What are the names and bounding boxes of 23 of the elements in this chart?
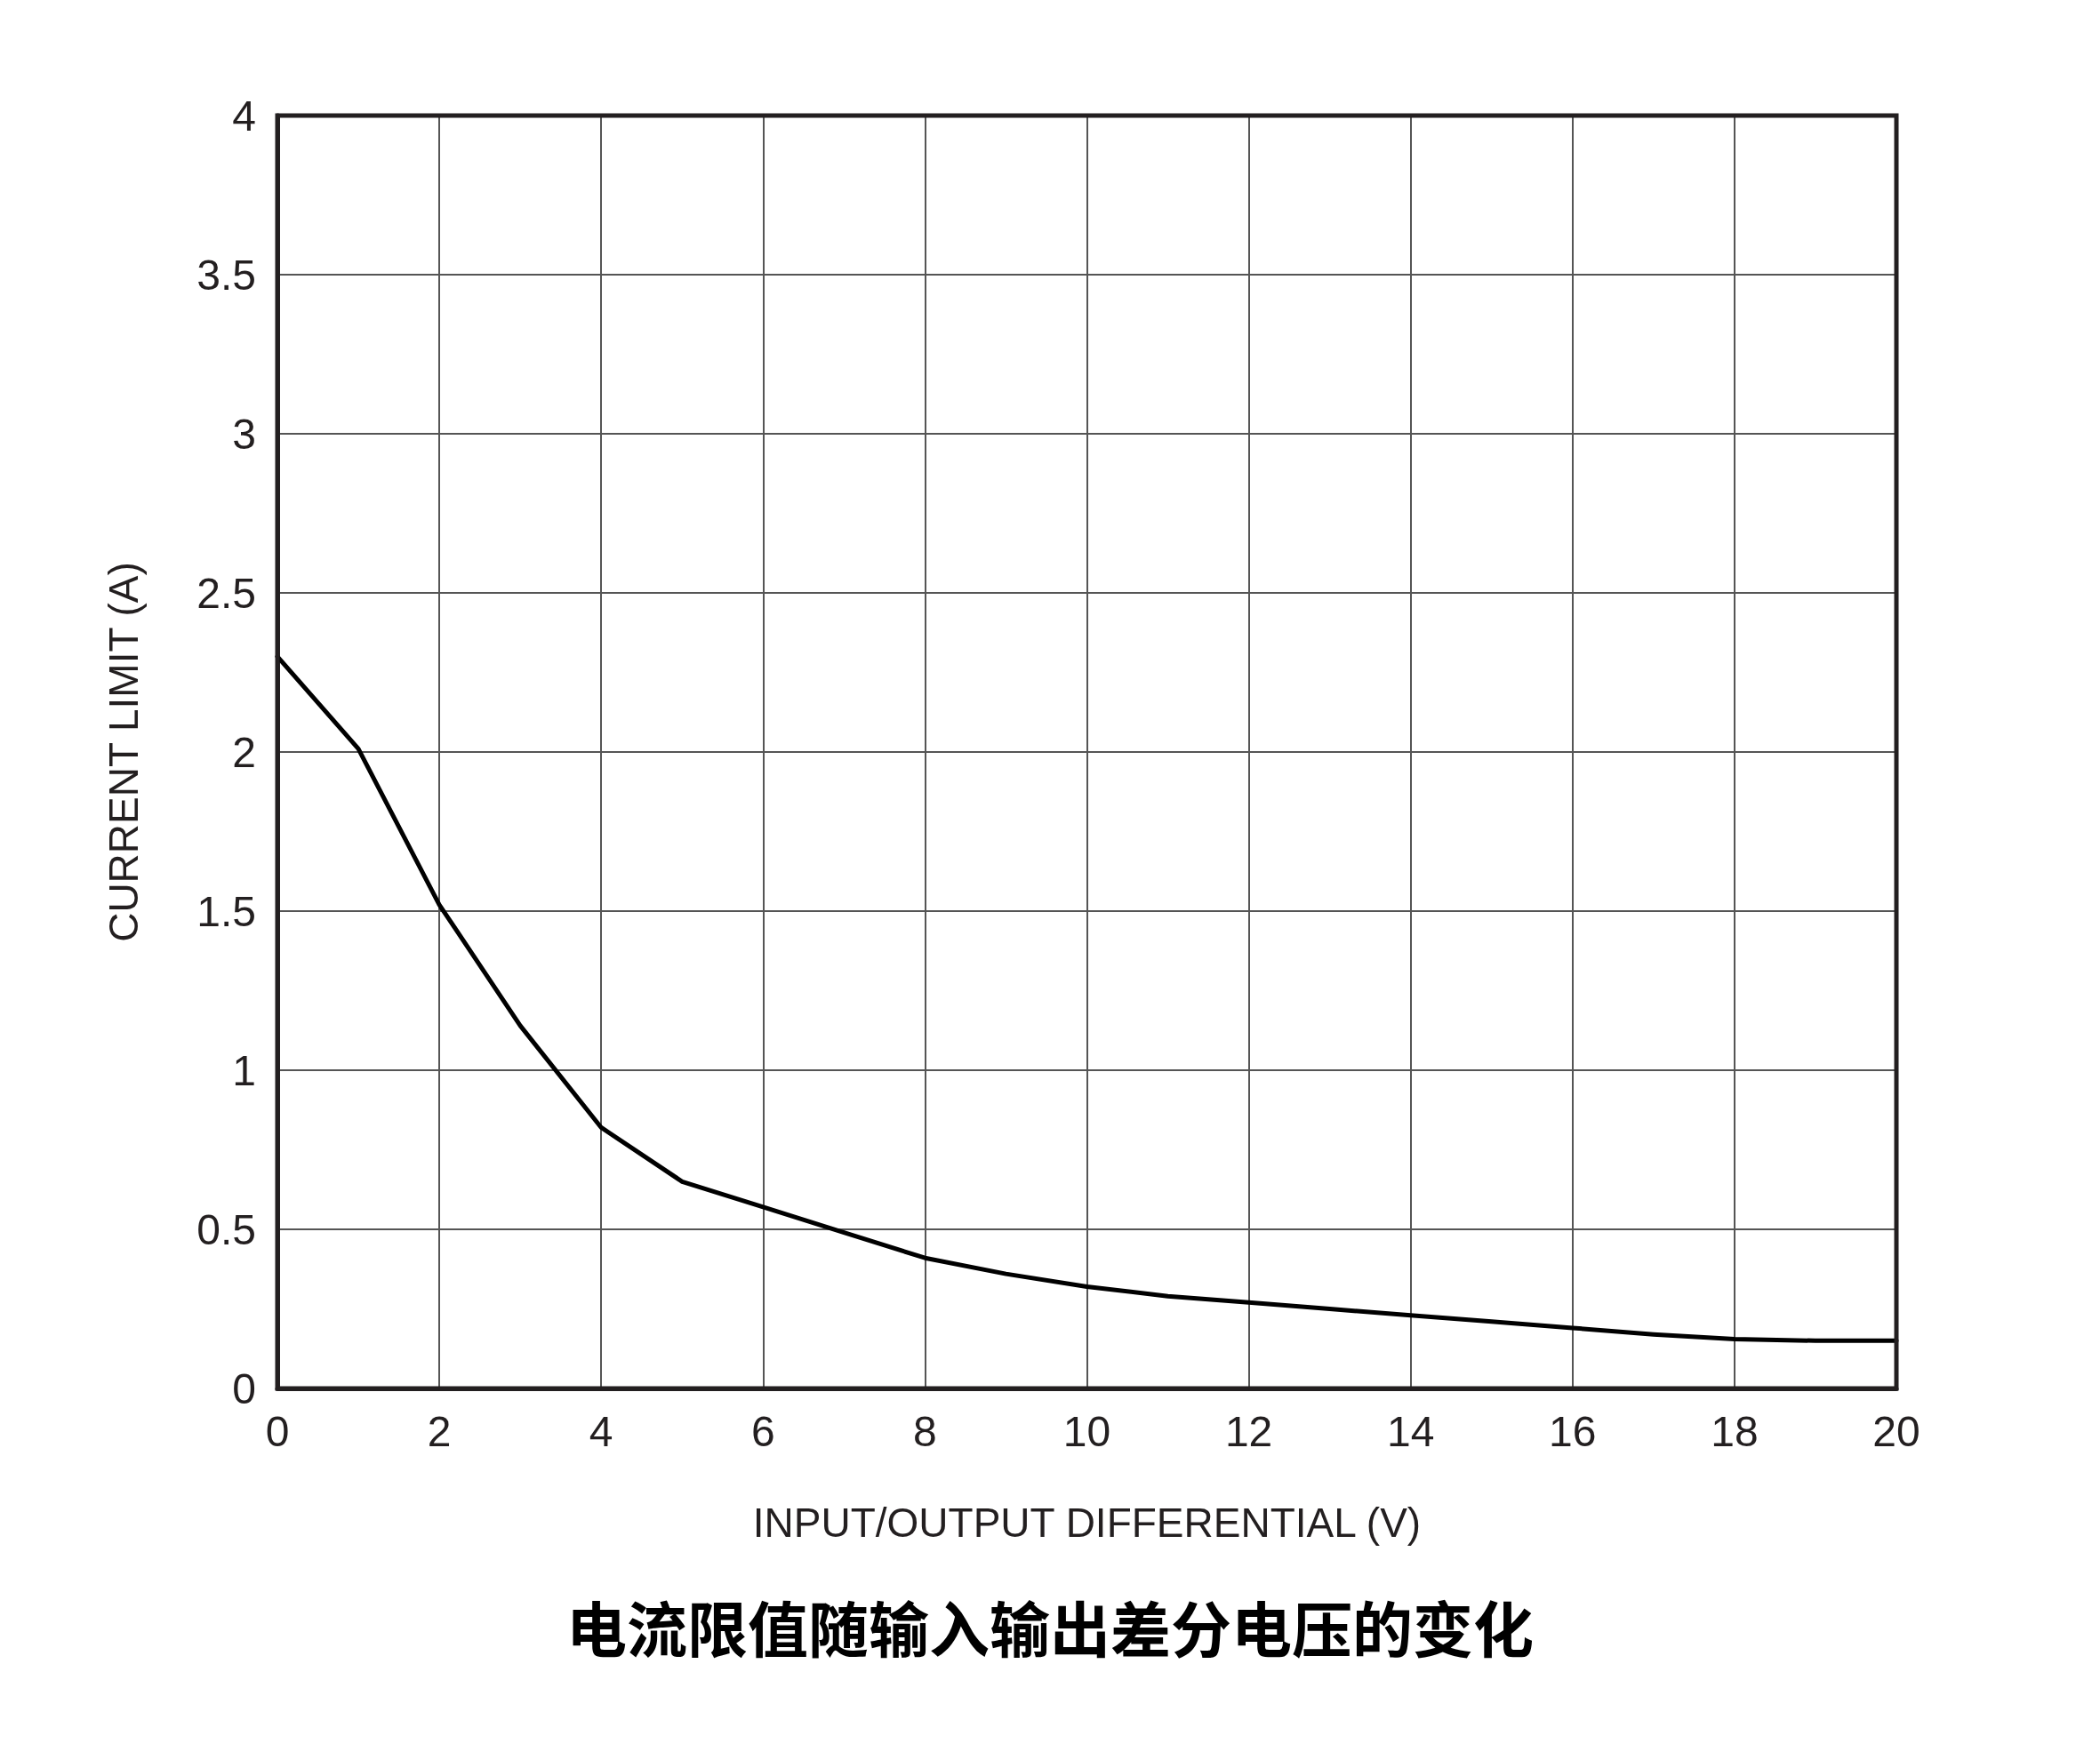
x-tick-label: 14 (1387, 1407, 1435, 1455)
y-tick-label: 1.5 (196, 887, 256, 935)
y-tick-label: 4 (232, 92, 256, 140)
text: 电流限值随输入输出差分电压的变化 (565, 1581, 1535, 1670)
y-axis-title: CURRENT LIMIT (A) (100, 562, 147, 942)
x-tick-label: 2 (427, 1407, 452, 1455)
x-axis-title: INPUT/OUTPUT DIFFERENTIAL (V) (752, 1500, 1422, 1546)
x-tick-label: 16 (1549, 1407, 1597, 1455)
x-tick-label: 18 (1711, 1407, 1759, 1455)
x-tick-label: 8 (913, 1407, 937, 1455)
y-tick-label: 2.5 (196, 569, 256, 617)
x-tick-label: 4 (589, 1407, 613, 1455)
x-tick-label: 12 (1224, 1407, 1273, 1455)
y-tick-label: 0.5 (196, 1205, 256, 1253)
y-tick-label: 2 (232, 728, 256, 776)
y-tick-label: 0 (232, 1364, 256, 1412)
x-tick-label: 20 (1872, 1407, 1920, 1455)
x-tick-label: 0 (265, 1407, 290, 1455)
x-tick-label: 6 (750, 1407, 775, 1455)
y-tick-label: 3.5 (196, 251, 256, 299)
y-tick-label: 3 (232, 410, 256, 458)
y-tick-label: 1 (232, 1046, 256, 1094)
x-tick-label: 10 (1062, 1407, 1111, 1455)
